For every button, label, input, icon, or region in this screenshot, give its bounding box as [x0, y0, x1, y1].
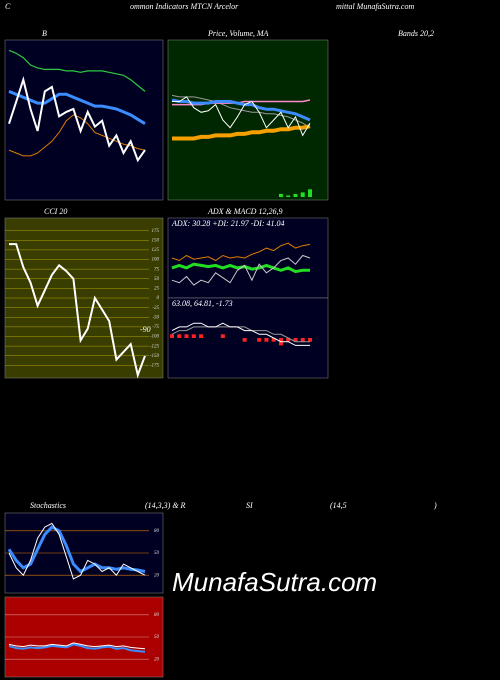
series-line [9, 243, 146, 379]
panel-title: Stochastics [30, 501, 66, 510]
y-tick-label: 25 [154, 287, 160, 292]
y-tick-label: 20 [154, 573, 160, 578]
y-tick-label: 75 [154, 267, 160, 272]
y-tick-label: 50 [154, 635, 160, 640]
series-line [171, 326, 310, 343]
bar [184, 334, 189, 338]
panel-title: ADX & MACD 12,26,9 [207, 207, 282, 216]
y-tick-label: -125 [150, 344, 160, 349]
series-line [8, 76, 146, 163]
panel-background [167, 39, 329, 201]
header: mittal MunafaSutra.com [336, 2, 414, 11]
bar [191, 334, 196, 338]
panel-title: (14,3,3) & R [145, 501, 186, 510]
watermark: MunafaSutra.com [172, 567, 377, 597]
bar [199, 334, 204, 338]
y-tick-label: -75 [152, 325, 159, 330]
annotation: ADX: 30.28 +DI: 21.97 -DI: 41.04 [171, 219, 285, 228]
panel-title: Bands 20,2 [398, 29, 434, 38]
series-line [8, 642, 146, 650]
panel-title: CCI 20 [44, 207, 67, 216]
y-tick-label: 50 [154, 551, 160, 556]
bar [286, 338, 291, 342]
series-line [8, 114, 146, 157]
series-line [171, 254, 311, 286]
y-tick-label: 100 [152, 258, 160, 263]
y-tick-label: -25 [152, 306, 159, 311]
bar [286, 195, 291, 197]
panel-title: Price, Volume, MA [207, 29, 269, 38]
series-line [8, 522, 146, 580]
y-tick-label: 80 [154, 613, 160, 618]
header: ommon Indicators MTCN Arcelor [130, 2, 239, 11]
y-tick-label: -50 [152, 315, 159, 320]
bar [308, 338, 312, 342]
panel-title: ) [433, 501, 437, 510]
y-tick-label: -100 [150, 335, 160, 340]
series-line [8, 49, 146, 92]
annotation: 63.08, 64.81, -1.73 [172, 299, 233, 308]
bar [300, 192, 305, 197]
bar [264, 338, 269, 342]
bar [300, 338, 305, 342]
bar [257, 338, 262, 342]
bar [170, 334, 174, 338]
series-line [171, 242, 311, 262]
series-line [8, 643, 146, 653]
y-tick-label: -150 [150, 354, 160, 359]
series-line [7, 525, 146, 574]
series-line [172, 96, 311, 137]
y-tick-label: 50 [154, 277, 160, 282]
y-tick-label: 150 [152, 238, 160, 243]
y-tick-label: 175 [152, 229, 160, 234]
y-tick-label: 0 [157, 296, 160, 301]
bar [220, 334, 225, 338]
panel-title: (14,5 [330, 501, 347, 510]
annotation: -90 [140, 325, 151, 334]
bar [242, 338, 247, 342]
panel-title: SI [246, 501, 253, 510]
y-tick-label: 80 [154, 529, 160, 534]
bar [308, 189, 312, 197]
bar [278, 193, 283, 197]
bar [177, 334, 182, 338]
series-line [8, 90, 146, 125]
series-line [172, 124, 311, 141]
series-line [171, 322, 310, 346]
series-line [171, 98, 311, 122]
bar [271, 338, 276, 342]
y-tick-label: 125 [152, 248, 160, 253]
panel-title: B [42, 29, 47, 38]
bar [293, 338, 298, 342]
y-tick-label: -175 [150, 364, 160, 369]
bar [293, 193, 298, 197]
header: C [5, 2, 11, 11]
y-tick-label: 20 [154, 657, 160, 662]
